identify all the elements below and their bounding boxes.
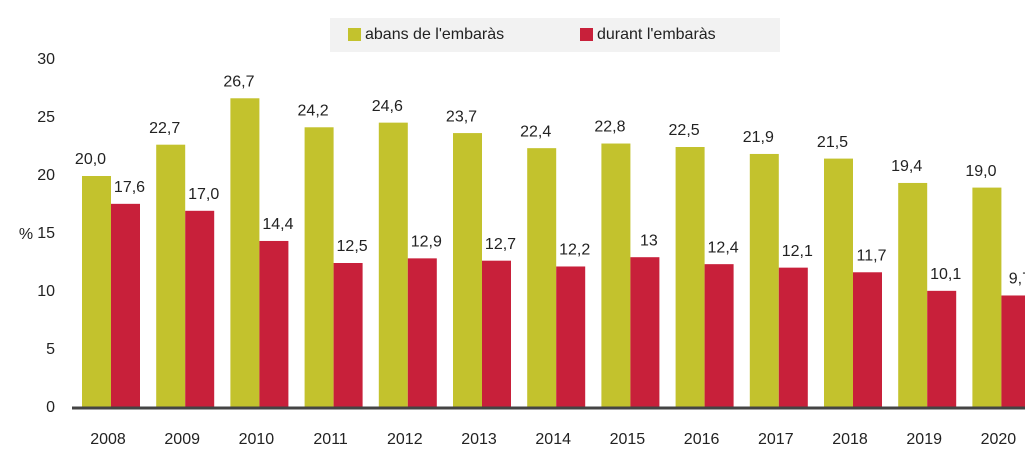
value-label: 12,1: [782, 243, 813, 260]
bar: [1001, 295, 1025, 408]
legend-label: abans de l'embaràs: [365, 26, 504, 43]
value-label: 26,7: [223, 73, 254, 90]
x-tick-label: 2015: [610, 431, 646, 448]
value-label: 21,9: [743, 129, 774, 146]
value-label: 13: [640, 232, 658, 249]
bar: [675, 147, 705, 408]
value-label: 17,6: [114, 179, 145, 196]
x-tick-label: 2017: [758, 431, 794, 448]
y-tick-label: 0: [46, 399, 55, 416]
value-label: 22,8: [594, 119, 625, 136]
value-label: 14,4: [262, 216, 293, 233]
value-label: 22,7: [149, 120, 180, 137]
bar: [749, 153, 779, 408]
y-tick-label: 15: [37, 225, 55, 242]
value-label: 24,2: [298, 102, 329, 119]
bar: [824, 158, 853, 408]
legend-swatch: [348, 28, 361, 41]
bar: [230, 98, 260, 408]
x-tick-label: 2020: [981, 431, 1017, 448]
bar: [259, 240, 289, 408]
bar: [333, 263, 363, 408]
value-label: 23,7: [446, 108, 477, 125]
bar: [601, 143, 631, 408]
x-tick-label: 2012: [387, 431, 423, 448]
value-label: 24,6: [372, 98, 403, 115]
x-tick-label: 2014: [535, 431, 571, 448]
x-tick-label: 2013: [461, 431, 497, 448]
value-label: 11,7: [857, 247, 887, 264]
bar: [185, 210, 215, 408]
y-tick-label: 5: [46, 341, 55, 358]
x-tick-label: 2008: [90, 431, 126, 448]
value-label: 21,5: [817, 134, 848, 151]
x-tick-label: 2018: [832, 431, 868, 448]
value-label: 12,9: [411, 234, 442, 251]
legend-swatch: [580, 28, 593, 41]
y-tick-label: 20: [37, 167, 55, 184]
bar: [111, 203, 140, 408]
bar: [156, 144, 186, 408]
bar: [556, 266, 586, 408]
x-tick-label: 2016: [684, 431, 720, 448]
x-tick-label: 2010: [239, 431, 275, 448]
legend-box: [330, 18, 780, 52]
bar: [527, 148, 557, 408]
bar: [630, 257, 660, 408]
value-label: 12,7: [485, 236, 516, 253]
bar: [378, 122, 408, 408]
bar: [407, 258, 437, 408]
x-tick-label: 2009: [164, 431, 200, 448]
value-label: 12,5: [337, 238, 368, 255]
x-tick-label: 2019: [906, 431, 942, 448]
bar: [853, 272, 882, 408]
value-label: 22,5: [669, 122, 700, 139]
bar: [482, 260, 511, 408]
value-label: 17,0: [188, 186, 219, 203]
value-label: 12,2: [559, 242, 590, 259]
y-tick-label: 25: [37, 109, 55, 126]
value-label: 12,4: [708, 239, 739, 256]
value-label: 20,0: [75, 151, 106, 168]
bar: [704, 264, 734, 408]
bar: [972, 187, 1002, 408]
bar: [778, 267, 808, 408]
value-label: 19,4: [891, 158, 922, 175]
bar: [82, 176, 111, 408]
value-label: 9,7: [1009, 271, 1025, 288]
y-tick-label: 10: [37, 283, 55, 300]
bar: [898, 182, 928, 408]
legend-label: durant l'embaràs: [597, 26, 716, 43]
x-tick-label: 2011: [313, 431, 348, 448]
value-label: 10,1: [930, 266, 961, 283]
bar: [453, 133, 482, 408]
bar: [304, 127, 334, 408]
y-axis-label: %: [19, 226, 33, 243]
y-tick-label: 30: [37, 51, 55, 68]
value-label: 22,4: [520, 123, 551, 140]
value-label: 19,0: [965, 163, 996, 180]
bar: [927, 290, 957, 408]
